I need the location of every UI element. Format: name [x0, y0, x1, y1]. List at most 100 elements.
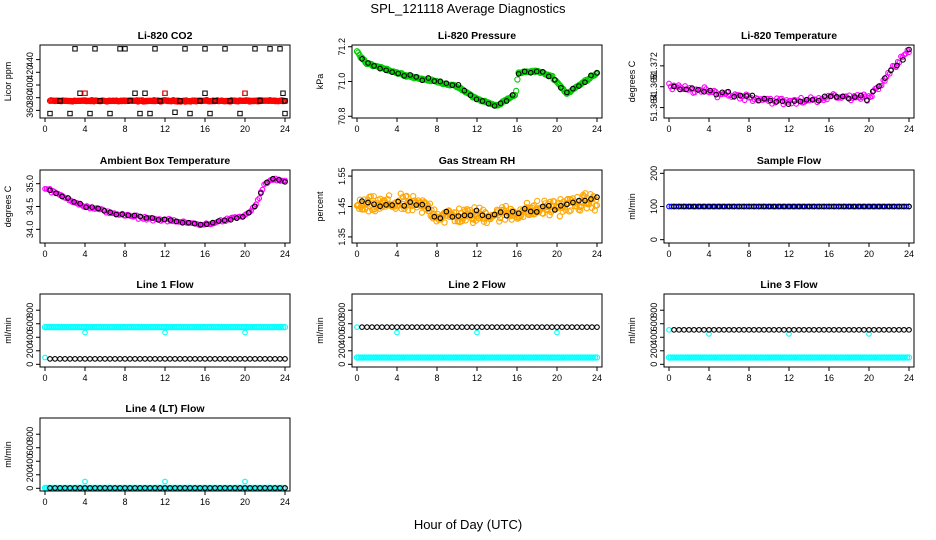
data-point [389, 69, 395, 75]
panel-title: Sample Flow [757, 155, 822, 167]
data-point [177, 98, 183, 104]
data-point [282, 98, 288, 104]
data-point [95, 205, 102, 212]
data-point [125, 212, 132, 219]
data-point [455, 213, 462, 219]
data-point [167, 356, 173, 362]
data-point [359, 198, 365, 204]
data-point [906, 203, 912, 210]
data-point [252, 203, 258, 210]
data-point [577, 207, 584, 214]
data-point [455, 81, 462, 88]
data-point [258, 190, 264, 196]
x-tick-label: 0 [666, 373, 671, 383]
data-point [544, 324, 550, 330]
x-tick-label: 24 [904, 373, 914, 383]
plot-frame [39, 417, 291, 492]
data-point [521, 68, 528, 75]
data-point [252, 356, 258, 362]
data-point [574, 324, 580, 330]
y-tick-label: 0 [25, 362, 35, 367]
data-point [162, 90, 168, 96]
data-point [132, 356, 138, 362]
data-point [489, 324, 495, 330]
data-point [365, 60, 371, 66]
data-point [149, 215, 156, 221]
data-point [831, 326, 837, 333]
data-point [82, 90, 88, 96]
data-points [41, 478, 289, 491]
y-tick-label: 400 [25, 330, 35, 345]
data-point [262, 356, 268, 362]
data-point [167, 217, 174, 223]
data-point [242, 356, 248, 362]
data-point [227, 216, 234, 223]
x-tick-label: 4 [394, 373, 399, 383]
data-point [903, 203, 910, 210]
data-point [533, 68, 540, 75]
y-tick-label: 70.8 [337, 107, 347, 125]
x-tick-label: 24 [280, 124, 290, 134]
data-point [202, 90, 208, 96]
data-point [371, 201, 377, 208]
data-point [901, 326, 907, 333]
data-point [539, 210, 547, 217]
data-point [509, 208, 516, 215]
y-tick-label: 35.0 [25, 175, 35, 193]
y-tick-label: 800 [25, 427, 35, 442]
data-point [137, 213, 144, 220]
data-points [665, 326, 913, 361]
data-point [474, 329, 480, 336]
data-point [863, 97, 870, 103]
data-point [589, 324, 595, 330]
panel-title: Line 2 Flow [448, 279, 506, 291]
data-point [217, 356, 223, 362]
y-tick-label: 0 [25, 486, 35, 491]
data-point [281, 323, 289, 331]
data-point [142, 90, 148, 96]
data-point [162, 90, 168, 96]
data-point [497, 100, 504, 107]
data-point [593, 354, 601, 361]
data-point [828, 92, 835, 99]
data-point [57, 356, 63, 362]
data-point [579, 324, 585, 330]
data-point [756, 326, 762, 333]
data-point [67, 110, 73, 117]
data-point [551, 76, 558, 83]
data-point [878, 82, 885, 89]
data-point [182, 356, 188, 362]
data-point [801, 326, 807, 333]
data-point [89, 204, 96, 211]
x-tick-label: 16 [512, 373, 522, 383]
data-point [233, 215, 240, 221]
x-tick-label: 24 [592, 373, 602, 383]
data-point [527, 69, 534, 76]
data-point [119, 211, 126, 218]
data-point [267, 356, 273, 362]
data-point [367, 193, 375, 200]
data-point [359, 55, 365, 62]
data-point [404, 324, 410, 330]
panel-title: Line 1 Flow [136, 279, 194, 291]
data-point [227, 356, 233, 362]
data-point [101, 208, 108, 214]
x-tick-label: 8 [746, 373, 751, 383]
data-point [370, 193, 377, 200]
data-point [888, 67, 894, 74]
data-point [143, 215, 150, 221]
data-point [474, 324, 480, 330]
y-axis-label: Licor ppm [3, 62, 13, 102]
figure-x-axis-label: Hour of Day (UTC) [413, 517, 523, 532]
y-tick-label: 600 [25, 316, 35, 331]
y-tick-label: 71.0 [337, 73, 347, 91]
data-point [833, 94, 840, 100]
data-point [513, 87, 520, 95]
data-point [270, 175, 276, 182]
data-point [374, 324, 380, 330]
data-point [379, 324, 385, 330]
data-point [371, 62, 377, 69]
data-point [554, 324, 560, 330]
data-point [584, 324, 590, 330]
